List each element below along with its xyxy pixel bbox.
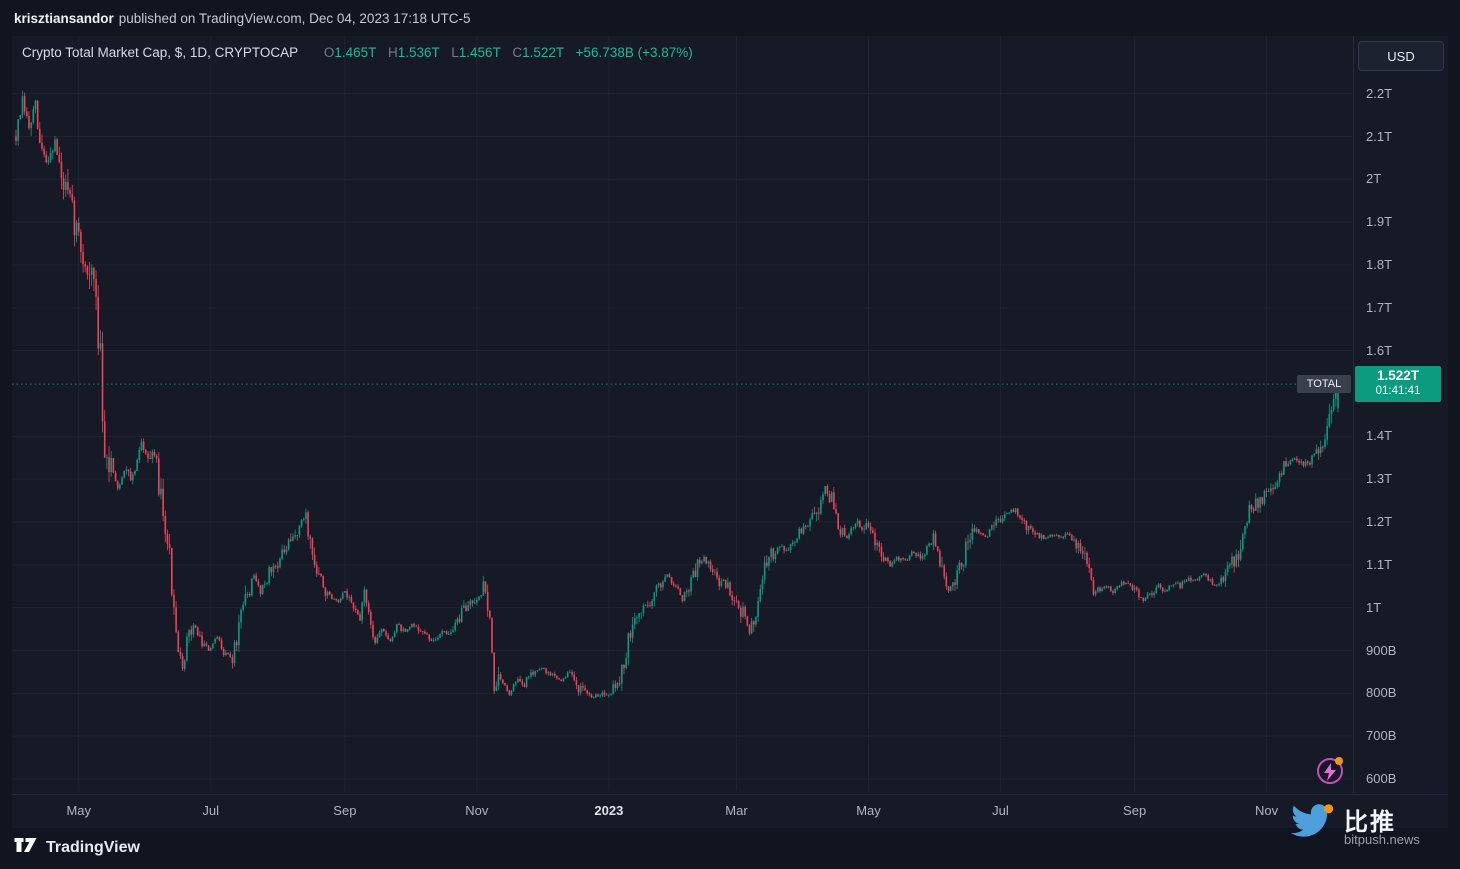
chart-legend[interactable]: Crypto Total Market Cap, $, 1D, CRYPTOCA… xyxy=(22,45,693,60)
time-tick-label: Nov xyxy=(1255,803,1279,818)
open-label: O xyxy=(323,45,335,60)
tradingview-wordmark: TradingView xyxy=(46,838,140,856)
price-tick-label: 1.6T xyxy=(1366,342,1393,358)
tradingview-logo-icon xyxy=(14,835,38,860)
bitpush-bird-icon xyxy=(1288,802,1334,849)
last-price-flag: 1.522T 01:41:41 xyxy=(1355,366,1441,403)
bitpush-watermark: 比推 bitpush.news xyxy=(1288,800,1458,860)
time-tick-label: 2023 xyxy=(594,803,624,818)
low-label: L xyxy=(451,45,459,60)
time-tick-label: Sep xyxy=(1123,803,1147,818)
notification-dot xyxy=(1335,757,1343,765)
price-tick-label: 1T xyxy=(1366,599,1382,615)
price-tick-label: 600B xyxy=(1366,771,1397,786)
price-tick-label: 1.2T xyxy=(1366,514,1393,529)
time-axis[interactable]: May Jul Sep Nov 2023 Mar May Jul Sep Nov xyxy=(12,794,1448,829)
time-tick-label: May xyxy=(856,803,881,818)
flash-ideas-button[interactable] xyxy=(1317,757,1343,784)
price-tick-label: 900B xyxy=(1366,642,1397,658)
candlestick-plot[interactable] xyxy=(12,36,1352,793)
time-tick-label: Jul xyxy=(202,803,220,818)
currency-button[interactable]: USD xyxy=(1358,41,1444,71)
price-tick-label: 1.7T xyxy=(1366,299,1393,315)
price-tick-label: 2T xyxy=(1366,171,1382,187)
publish-info: published on TradingView.com, Dec 04, 20… xyxy=(118,10,471,26)
price-tick-label: 2.2T xyxy=(1366,85,1393,101)
time-tick-label: Mar xyxy=(725,803,748,818)
last-price-symbol-badge: TOTAL xyxy=(1297,375,1351,394)
price-tick-label: 1.3T xyxy=(1366,471,1393,487)
price-axis[interactable]: 2.2T 2.1T 2T 1.9T 1.8T 1.7T 1.6T 1.4T 1.3T 1.2T 1.… xyxy=(1353,36,1449,793)
time-tick-label: Nov xyxy=(465,803,489,818)
price-tick-label: 1.1T xyxy=(1366,556,1393,572)
low-value: 1.456T xyxy=(458,45,501,60)
price-tick-label: 800B xyxy=(1366,685,1397,701)
chart-pane: Crypto Total Market Cap, $, 1D, CRYPTOCA… xyxy=(12,36,1448,828)
attribution-bar: krisztiansandor published on TradingView… xyxy=(0,0,1460,36)
symbol-title: Crypto Total Market Cap, $, 1D, CRYPTOCA… xyxy=(22,45,299,60)
close-label: C xyxy=(512,45,523,60)
bar-countdown: 01:41:41 xyxy=(1375,385,1421,398)
bitpush-cn-name: 比推 xyxy=(1344,809,1396,836)
price-tick-label: 1.8T xyxy=(1366,257,1393,272)
footer-bar: TradingView xyxy=(0,828,1460,869)
price-tick-label: 1.4T xyxy=(1366,428,1393,444)
time-tick-label: Jul xyxy=(992,803,1009,818)
high-label: H xyxy=(387,45,398,60)
tradingview-logo-link[interactable]: TradingView xyxy=(14,835,140,860)
open-value: 1.465T xyxy=(334,45,377,60)
price-tick-label: 700B xyxy=(1366,728,1397,744)
price-tick-label: 1.9T xyxy=(1366,214,1393,230)
price-tick-label: 2.1T xyxy=(1366,128,1393,144)
time-tick-label: Sep xyxy=(333,803,357,818)
change-value: +56.738B (+3.87%) xyxy=(575,45,693,60)
high-value: 1.536T xyxy=(397,45,440,60)
time-tick-label: May xyxy=(66,803,92,818)
author-link[interactable]: krisztiansandor xyxy=(14,10,114,26)
last-price-value: 1.522T xyxy=(1376,368,1420,384)
close-value: 1.522T xyxy=(522,45,564,60)
bitpush-en-name: bitpush.news xyxy=(1344,832,1420,847)
lightning-icon xyxy=(1319,762,1341,782)
